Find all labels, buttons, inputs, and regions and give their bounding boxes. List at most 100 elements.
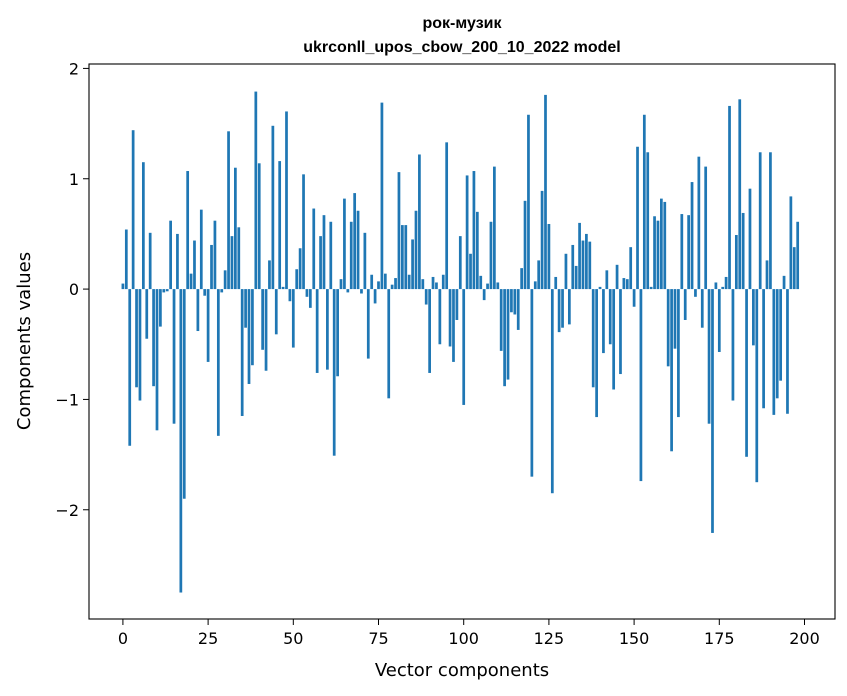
- bar: [557, 289, 561, 333]
- bar: [308, 289, 312, 308]
- bar: [462, 289, 466, 405]
- x-tick-label: 175: [704, 629, 735, 648]
- bar: [254, 91, 258, 290]
- bar: [574, 265, 578, 290]
- y-tick-label: −1: [55, 390, 79, 409]
- bar: [329, 221, 333, 290]
- bar: [717, 289, 721, 352]
- bar: [281, 286, 285, 290]
- bar: [315, 289, 319, 373]
- bar: [752, 289, 755, 346]
- y-tick-label: 0: [69, 280, 79, 299]
- bar: [223, 270, 227, 290]
- bar: [591, 289, 595, 388]
- bar: [203, 289, 207, 296]
- bar: [332, 289, 336, 456]
- bar: [390, 284, 394, 290]
- bar: [257, 163, 261, 290]
- bar: [550, 289, 554, 494]
- bar: [625, 279, 629, 290]
- bar: [366, 289, 370, 359]
- bar: [295, 269, 299, 290]
- bar: [343, 198, 346, 290]
- bar: [762, 289, 765, 409]
- bar: [772, 289, 776, 415]
- bar: [302, 174, 305, 290]
- bar: [731, 289, 735, 401]
- bar: [711, 289, 714, 533]
- bar: [445, 142, 449, 290]
- bar: [639, 289, 643, 482]
- bar: [547, 223, 551, 290]
- bar: [138, 289, 142, 401]
- bar: [360, 289, 363, 294]
- bar: [237, 227, 241, 290]
- bar: [152, 289, 155, 387]
- bar: [796, 221, 800, 290]
- bar: [210, 244, 213, 290]
- bar: [707, 289, 711, 424]
- chart-title-line1: рок-музик: [423, 15, 503, 32]
- bar: [336, 289, 339, 377]
- bar: [247, 289, 251, 384]
- bar: [673, 289, 677, 349]
- bar: [448, 289, 452, 347]
- bars-group: [121, 91, 800, 593]
- bar: [349, 221, 353, 290]
- bar: [578, 222, 581, 290]
- bar: [370, 274, 374, 290]
- bar: [792, 247, 796, 290]
- bar: [234, 167, 237, 290]
- bar: [656, 220, 660, 290]
- bar: [220, 289, 224, 293]
- bar: [135, 289, 138, 388]
- bar: [649, 286, 653, 290]
- bar: [193, 240, 196, 290]
- bar: [680, 214, 684, 290]
- bar: [755, 289, 759, 483]
- bar: [288, 289, 292, 302]
- bar: [189, 273, 193, 290]
- bar: [285, 111, 288, 290]
- bar: [438, 289, 442, 345]
- bar: [595, 289, 598, 418]
- bar: [377, 281, 380, 290]
- bar: [540, 190, 544, 290]
- bar: [642, 114, 646, 290]
- bar: [206, 289, 210, 362]
- bar: [533, 281, 537, 290]
- bar: [431, 276, 435, 290]
- bar: [121, 283, 125, 290]
- x-tick-label: 50: [283, 629, 303, 648]
- bar: [162, 289, 166, 293]
- bar: [179, 289, 183, 593]
- bar: [527, 114, 530, 290]
- bar: [230, 236, 234, 290]
- bar: [721, 286, 725, 290]
- y-axis-ticks: −2 −1 0 1 2: [55, 59, 89, 520]
- bar: [520, 268, 524, 290]
- bar: [264, 289, 268, 371]
- bar: [356, 210, 360, 290]
- bar: [319, 236, 322, 290]
- bar: [513, 289, 517, 315]
- bar: [155, 289, 159, 431]
- bar: [745, 289, 748, 457]
- bar: [216, 289, 220, 436]
- bar: [278, 161, 282, 290]
- bar: [612, 289, 616, 390]
- x-axis-label: Vector components: [375, 660, 549, 681]
- bar: [758, 152, 762, 290]
- bar: [346, 289, 350, 293]
- y-tick-label: 2: [69, 59, 79, 78]
- bar: [510, 289, 513, 313]
- bar: [227, 131, 230, 290]
- bar: [786, 289, 789, 414]
- bar: [666, 289, 670, 367]
- y-tick-label: 1: [69, 170, 79, 189]
- bar: [653, 216, 656, 290]
- bar: [363, 232, 367, 290]
- bar: [694, 289, 697, 297]
- bar: [172, 289, 176, 424]
- bar: [274, 289, 278, 335]
